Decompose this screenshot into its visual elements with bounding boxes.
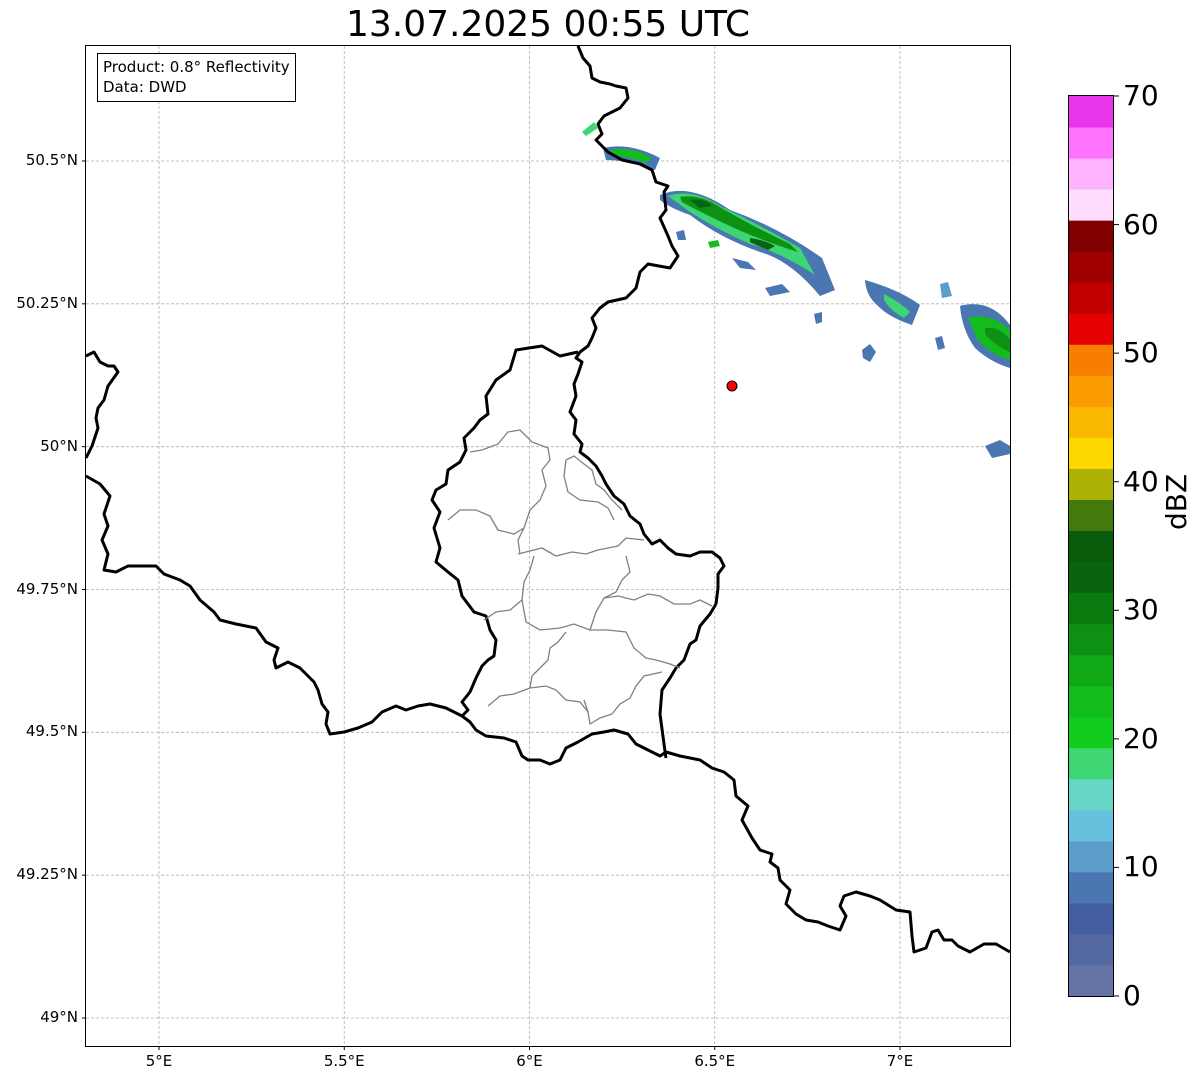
colorbar-bins <box>1069 96 1113 997</box>
border-germany-france <box>665 750 1011 954</box>
colorbar-bin <box>1069 933 1113 966</box>
echo-small <box>985 440 1010 458</box>
border-germany-belgium-north <box>568 45 726 605</box>
echo-band <box>610 149 652 163</box>
echo-small <box>732 258 756 270</box>
colorbar-bin <box>1069 716 1113 749</box>
colorbar-bin <box>1069 964 1113 997</box>
echo-small <box>814 312 822 324</box>
echo-small <box>940 282 952 298</box>
lat-tick-label: 50.5°N <box>25 151 78 169</box>
colorbar-bin <box>1069 840 1113 873</box>
colorbar-tick-label: 40 <box>1123 464 1159 498</box>
echo-band <box>680 196 798 252</box>
colorbar-tick-label: 20 <box>1123 721 1159 755</box>
colorbar-tick-label: 70 <box>1123 79 1159 112</box>
colorbar-bin <box>1069 96 1113 128</box>
colorbar-tick-label: 10 <box>1123 850 1159 884</box>
border-luxembourg-south <box>461 714 667 766</box>
product-label: Product: 0.8° Reflectivity <box>103 58 290 76</box>
colorbar-tick-label: 50 <box>1123 336 1159 370</box>
axis-ticks <box>82 160 901 1050</box>
lat-tick-label: 50°N <box>40 436 78 455</box>
border-luxembourg-east <box>658 603 718 759</box>
colorbar-ticks <box>1113 95 1119 997</box>
colorbar-bin <box>1069 344 1113 376</box>
colorbar-bin <box>1069 747 1113 780</box>
colorbar-bin <box>1069 778 1113 811</box>
echo-small <box>935 336 945 350</box>
echo-band <box>668 193 815 275</box>
colorbar-tick-label: 0 <box>1123 979 1141 1012</box>
echo-small <box>862 344 876 362</box>
echo-band <box>985 327 1010 352</box>
colorbar-bin <box>1069 375 1113 407</box>
echo-band <box>690 199 712 208</box>
colorbar-bin <box>1069 158 1113 190</box>
colorbar-bin <box>1069 251 1113 283</box>
colorbar-bin <box>1069 437 1113 469</box>
colorbar-bin <box>1069 530 1113 563</box>
lat-tick-label: 49°N <box>40 1008 78 1026</box>
country-borders <box>84 45 1011 954</box>
colorbar-bin <box>1069 189 1113 221</box>
colorbar-bin <box>1069 871 1113 904</box>
echo-small <box>708 240 720 248</box>
echo-small <box>765 284 790 296</box>
colorbar-bin <box>1069 468 1113 500</box>
lat-tick-label: 49.75°N <box>16 579 78 598</box>
colorbar-frame <box>1068 95 1114 997</box>
colorbar-bin <box>1069 685 1113 718</box>
colorbar-bin <box>1069 499 1113 531</box>
lon-tick-label: 5°E <box>145 1052 173 1070</box>
lon-tick-label: 6°E <box>516 1052 543 1070</box>
data-source-label: Data: DWD <box>103 78 187 96</box>
colorbar-tick-label: 30 <box>1123 593 1159 627</box>
radar-site-marker <box>726 380 738 392</box>
colorbar-bin <box>1069 654 1113 687</box>
echo-small <box>676 230 686 240</box>
border-belgium-france <box>85 474 463 736</box>
echo-band <box>750 238 775 250</box>
map-frame <box>85 45 1011 1047</box>
colorbar-bin <box>1069 127 1113 159</box>
border-luxembourg-west <box>430 344 579 718</box>
echo-band <box>582 122 598 136</box>
colorbar-tick-label: 60 <box>1123 207 1159 241</box>
lon-tick-label: 7°E <box>886 1052 914 1070</box>
map-title: 13.07.2025 00:55 UTC <box>345 4 751 45</box>
colorbar-bin <box>1069 406 1113 438</box>
lat-tick-label: 49.5°N <box>25 722 78 741</box>
lon-tick-label: 6.5°E <box>694 1052 736 1070</box>
radar-echoes <box>582 122 1010 458</box>
echo-band <box>884 294 910 318</box>
colorbar-bin <box>1069 592 1113 625</box>
colorbar-bin <box>1069 282 1113 314</box>
lat-tick-label: 49.25°N <box>16 865 78 884</box>
colorbar-bin <box>1069 902 1113 935</box>
info-box: Product: 0.8° Reflectivity Data: DWD <box>97 53 296 102</box>
colorbar-bin <box>1069 561 1113 594</box>
district-borders <box>447 429 713 726</box>
lon-tick-label: 5.5°E <box>323 1052 365 1070</box>
colorbar-bin <box>1069 220 1113 252</box>
colorbar-unit: dBZ <box>1160 473 1193 530</box>
border-netherlands-north <box>84 350 120 459</box>
lat-tick-label: 50.25°N <box>16 293 78 312</box>
colorbar-bin <box>1069 809 1113 842</box>
colorbar-bin <box>1069 623 1113 656</box>
colorbar-bin <box>1069 313 1113 345</box>
